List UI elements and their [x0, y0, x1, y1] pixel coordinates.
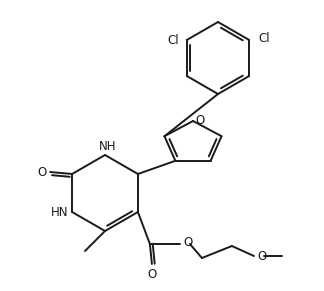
- Text: HN: HN: [51, 205, 69, 219]
- Text: O: O: [147, 267, 156, 281]
- Text: NH: NH: [99, 141, 117, 153]
- Text: Cl: Cl: [258, 31, 270, 45]
- Text: O: O: [195, 113, 205, 127]
- Text: O: O: [38, 166, 47, 178]
- Text: O: O: [183, 235, 192, 249]
- Text: Cl: Cl: [167, 35, 179, 47]
- Text: O: O: [257, 249, 267, 262]
